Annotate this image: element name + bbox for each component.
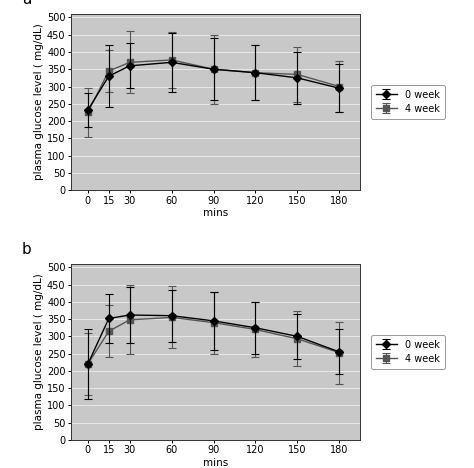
Text: b: b — [22, 242, 32, 257]
X-axis label: mins: mins — [203, 458, 228, 468]
Legend: 0 week, 4 week: 0 week, 4 week — [371, 335, 445, 369]
X-axis label: mins: mins — [203, 208, 228, 219]
Y-axis label: plasma glucose level ( mg/dL): plasma glucose level ( mg/dL) — [34, 24, 44, 180]
Legend: 0 week, 4 week: 0 week, 4 week — [371, 85, 445, 119]
Y-axis label: plasma glucose level ( mg/dL): plasma glucose level ( mg/dL) — [34, 274, 44, 430]
Text: a: a — [22, 0, 31, 7]
